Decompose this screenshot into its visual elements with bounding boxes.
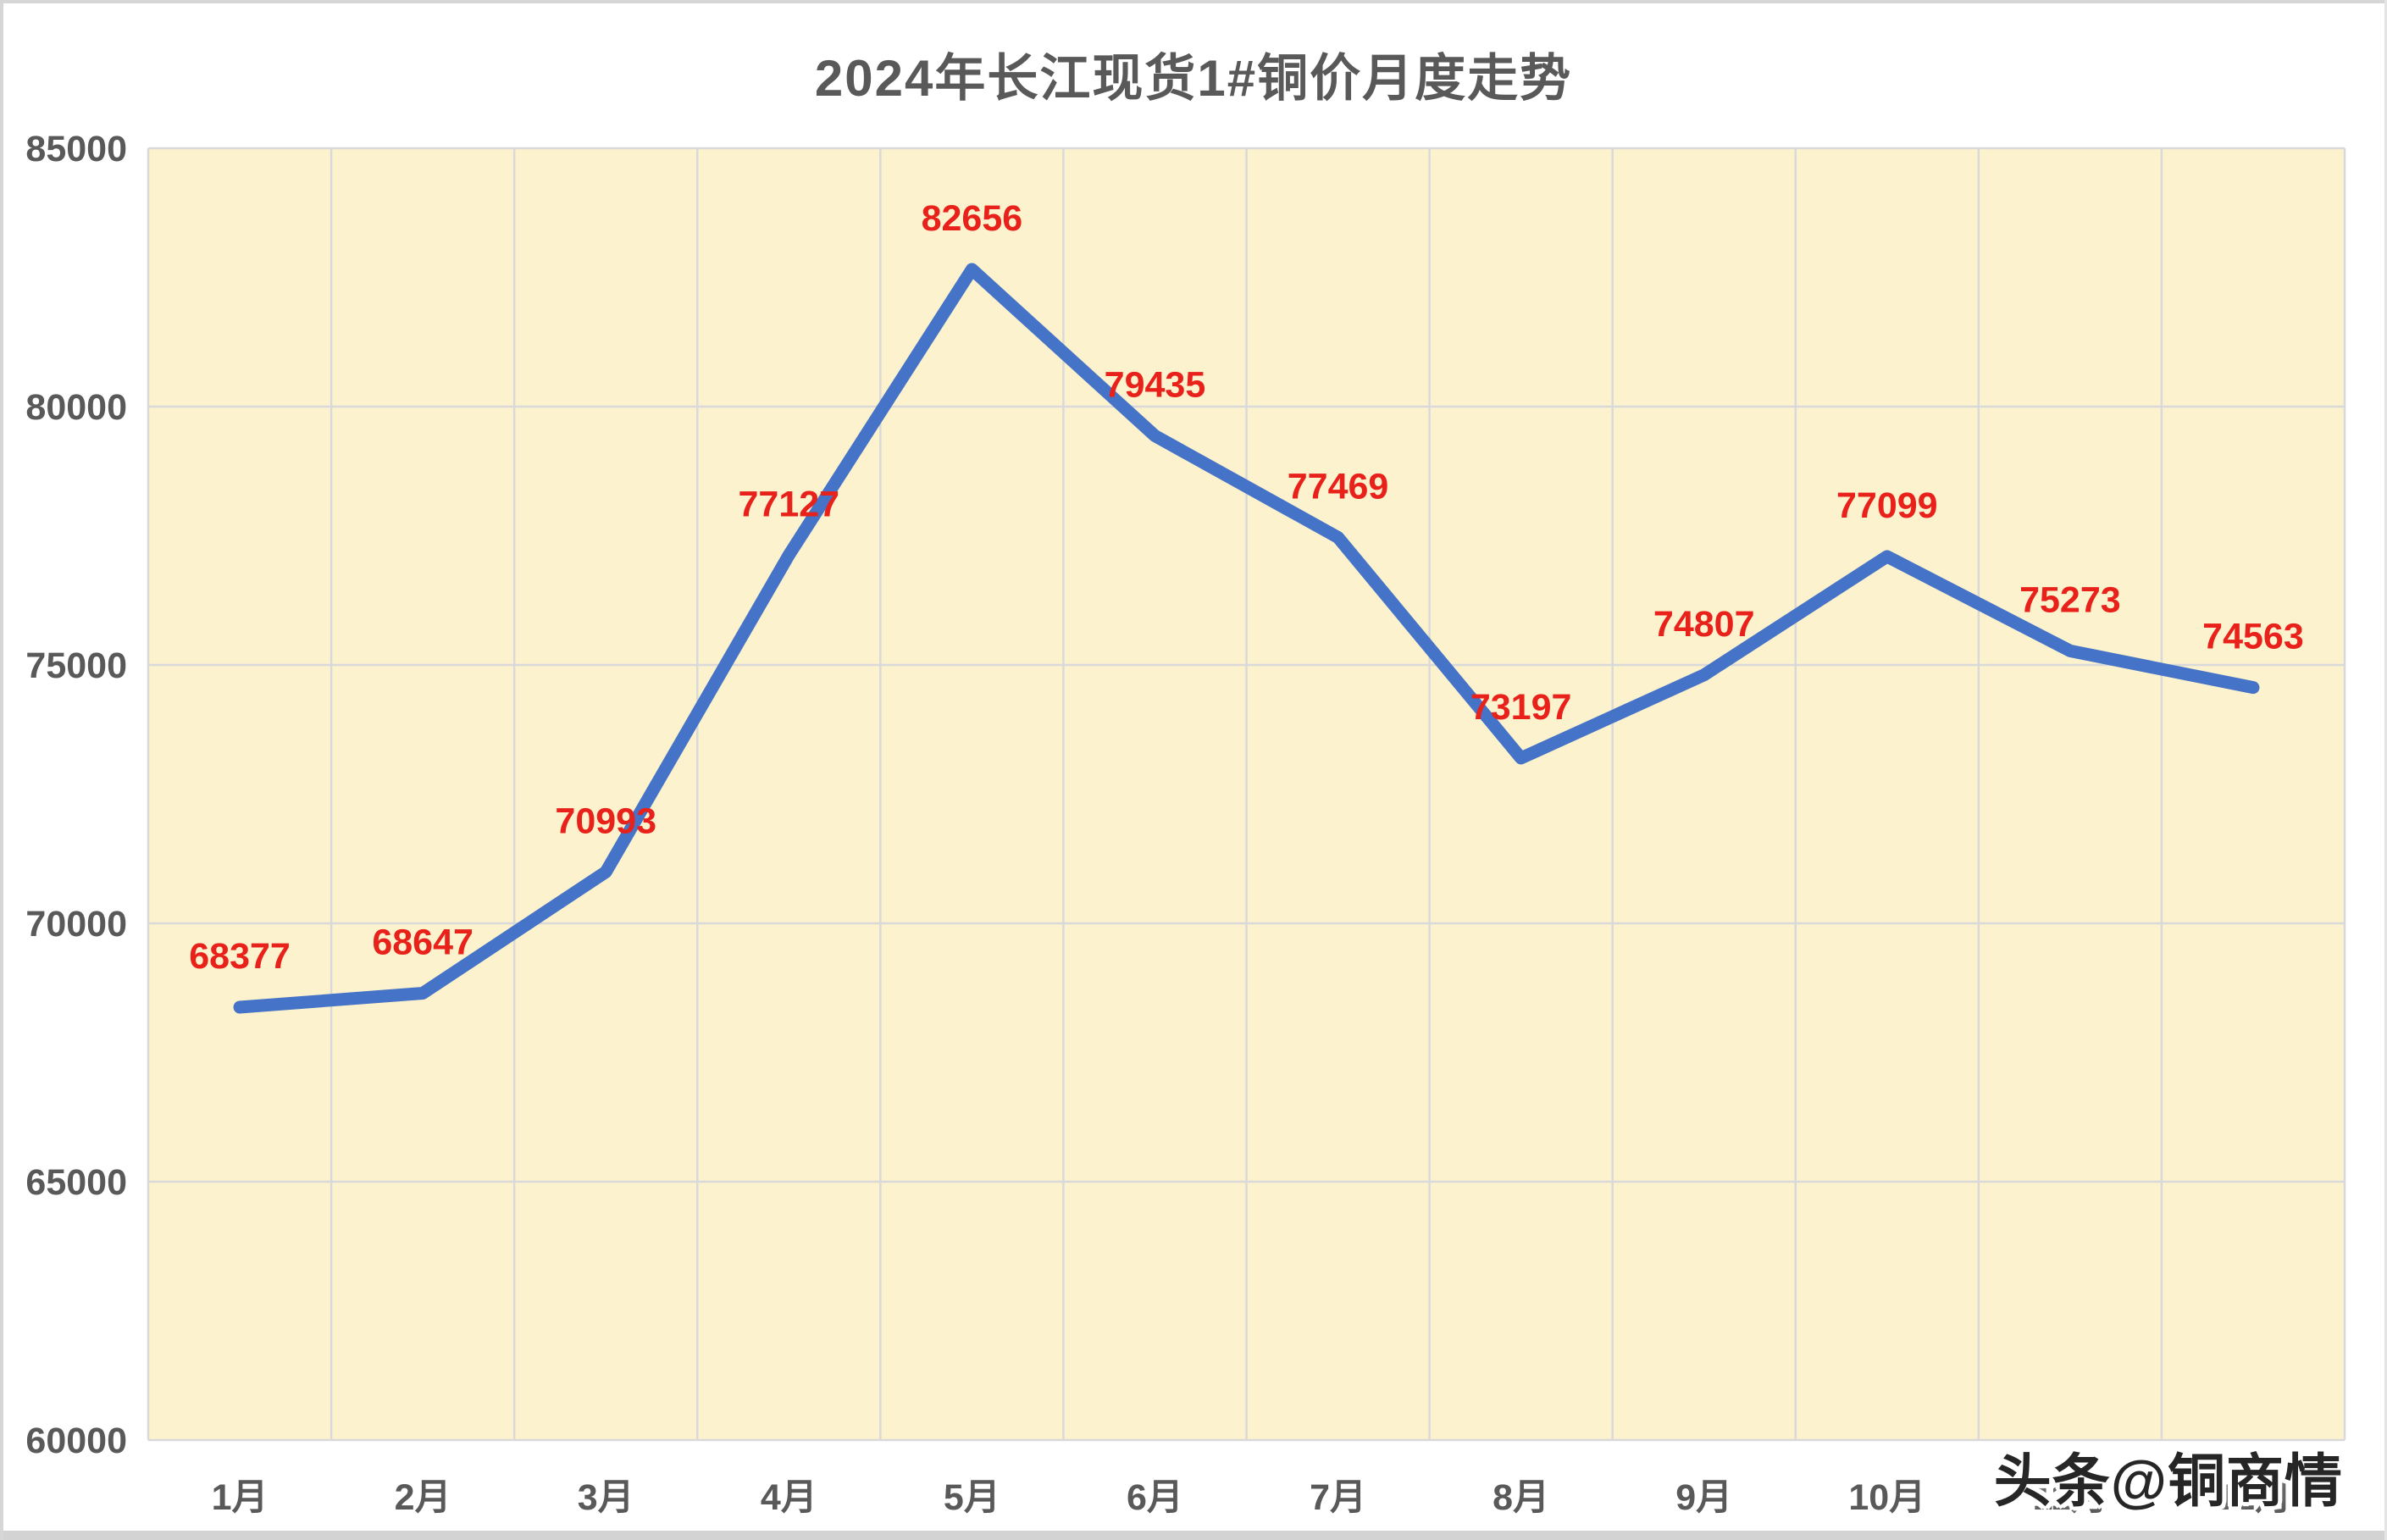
x-tick-label: 7月 — [1310, 1477, 1366, 1518]
data-label: 74807 — [1653, 604, 1755, 645]
x-tick-label: 2月 — [395, 1477, 451, 1518]
x-tick-label: 1月 — [212, 1477, 269, 1518]
y-tick-label: 75000 — [25, 645, 127, 686]
data-label: 74563 — [2202, 617, 2304, 657]
data-label: 82656 — [922, 198, 1023, 239]
x-tick-label: 6月 — [1127, 1477, 1183, 1518]
data-label: 75273 — [2019, 579, 2121, 620]
window-edge-right — [2384, 0, 2387, 1540]
window-edge-bottom — [0, 1531, 2387, 1540]
data-label: 68647 — [372, 922, 474, 963]
x-tick-label: 12月 — [2215, 1477, 2292, 1518]
window-edge-top — [0, 0, 2387, 3]
x-tick-label: 10月 — [1848, 1477, 1925, 1518]
x-tick-label: 8月 — [1493, 1477, 1549, 1518]
data-label: 70993 — [555, 800, 656, 841]
y-tick-label: 60000 — [25, 1421, 127, 1461]
data-label: 68377 — [189, 936, 291, 977]
data-label: 77099 — [1836, 485, 1938, 526]
price-series-line — [233, 263, 2260, 1014]
y-tick-label: 65000 — [25, 1162, 127, 1203]
x-tick-label: 3月 — [578, 1477, 634, 1518]
x-tick-label: 4月 — [761, 1477, 817, 1518]
data-label: 79435 — [1105, 364, 1206, 405]
y-tick-label: 80000 — [25, 387, 127, 428]
y-tick-label: 70000 — [25, 904, 127, 944]
data-label: 77469 — [1288, 466, 1389, 507]
chart-title: 2024年长江现货1#铜价月度走势 — [814, 50, 1573, 107]
window-edge-left — [0, 0, 3, 1540]
x-tick-label: 5月 — [944, 1477, 1000, 1518]
watermark-text: 头条@铜商情 — [1993, 1449, 2343, 1514]
data-label: 77127 — [739, 484, 840, 524]
data-label: 73197 — [1470, 687, 1572, 728]
x-tick-label: 11月 — [2033, 1477, 2107, 1518]
x-tick-label: 9月 — [1675, 1477, 1732, 1518]
y-tick-label: 85000 — [25, 129, 127, 169]
